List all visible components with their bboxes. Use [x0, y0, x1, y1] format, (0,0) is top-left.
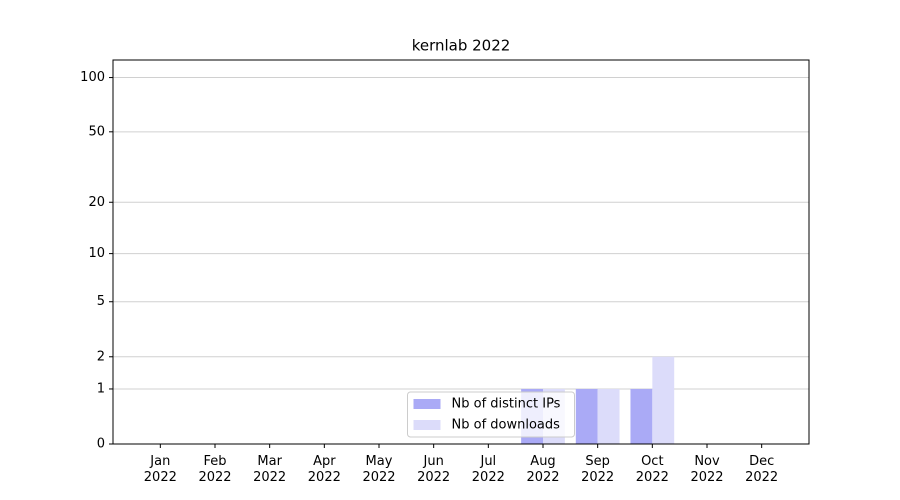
legend [407, 391, 575, 438]
plot-frame [112, 59, 810, 445]
x-tick-label: May 2022 [362, 454, 395, 485]
x-tick-label: Feb 2022 [198, 454, 231, 485]
bar [575, 388, 598, 444]
legend-label: Nb of distinct IPs [452, 397, 561, 412]
y-tick-label: 1 [97, 381, 105, 396]
bar [652, 356, 675, 444]
x-tick-label: Sep 2022 [581, 454, 614, 485]
x-tick-label: Oct 2022 [636, 454, 669, 485]
y-tick-label: 0 [97, 437, 105, 452]
y-tick-label: 2 [97, 349, 105, 364]
y-tick-label: 10 [88, 246, 105, 261]
x-tick-label: Mar 2022 [253, 454, 286, 485]
bar [630, 388, 653, 444]
x-tick-label: Jun 2022 [417, 454, 450, 485]
y-tick-label: 5 [97, 294, 105, 309]
x-tick-label: Aug 2022 [526, 454, 559, 485]
x-tick-label: Nov 2022 [690, 454, 723, 485]
legend-swatch [413, 399, 441, 409]
x-tick-label: Jan 2022 [144, 454, 177, 485]
y-tick-label: 50 [88, 124, 105, 139]
chart-title: kernlab 2022 [412, 37, 511, 55]
x-tick-label: Jul 2022 [472, 454, 505, 485]
x-tick-label: Apr 2022 [308, 454, 341, 485]
x-tick-label: Dec 2022 [745, 454, 778, 485]
bar [597, 388, 620, 444]
y-tick-label: 20 [88, 195, 105, 210]
legend-label: Nb of downloads [452, 418, 561, 433]
y-tick-label: 100 [80, 70, 105, 85]
legend-swatch [413, 420, 441, 430]
